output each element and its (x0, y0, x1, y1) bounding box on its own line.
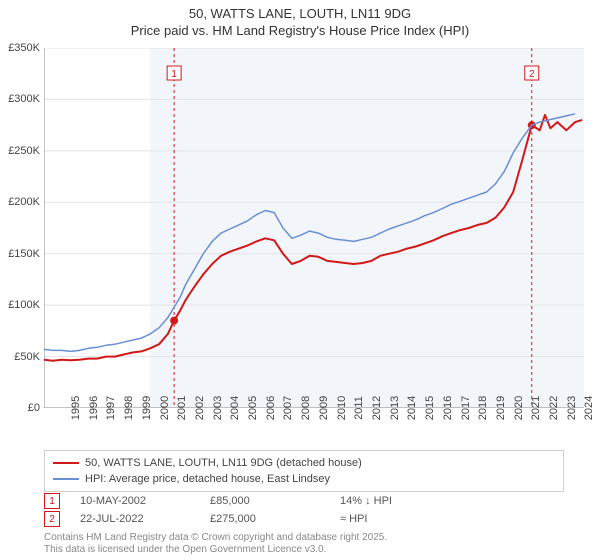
y-tick-label: £50K (14, 351, 44, 363)
y-tick-label: £0 (28, 402, 44, 414)
chart-svg: 12 (44, 48, 584, 408)
legend-swatch-blue (53, 478, 79, 480)
y-tick-label: £150K (8, 248, 44, 260)
legend-row-blue: HPI: Average price, detached house, East… (53, 471, 555, 487)
legend-label-red: 50, WATTS LANE, LOUTH, LN11 9DG (detache… (85, 457, 362, 469)
legend-box: 50, WATTS LANE, LOUTH, LN11 9DG (detache… (44, 450, 564, 492)
legend-label-blue: HPI: Average price, detached house, East… (85, 473, 330, 485)
y-tick-label: £100K (8, 299, 44, 311)
y-tick-label: £250K (8, 145, 44, 157)
svg-text:1: 1 (171, 69, 177, 80)
x-tick-label: 2025 (575, 396, 600, 420)
title-line1: 50, WATTS LANE, LOUTH, LN11 9DG (0, 6, 600, 23)
y-tick-label: £300K (8, 93, 44, 105)
marker-2-price: £275,000 (210, 513, 340, 525)
marker-row-1: 1 10-MAY-2002 £85,000 14% ↓ HPI (44, 492, 564, 510)
chart-area: 12 £0£50K£100K£150K£200K£250K£300K£350K … (44, 48, 584, 408)
y-tick-label: £200K (8, 196, 44, 208)
marker-badge-2: 2 (44, 511, 60, 527)
footer: Contains HM Land Registry data © Crown c… (44, 532, 387, 556)
footer-line2: This data is licensed under the Open Gov… (44, 544, 387, 556)
marker-badge-1: 1 (44, 493, 60, 509)
legend-swatch-red (53, 462, 79, 464)
marker-1-delta: 14% ↓ HPI (340, 495, 470, 507)
legend-row-red: 50, WATTS LANE, LOUTH, LN11 9DG (detache… (53, 455, 555, 471)
marker-row-2: 2 22-JUL-2022 £275,000 ≈ HPI (44, 510, 564, 528)
marker-1-date: 10-MAY-2002 (80, 495, 210, 507)
chart-container: 50, WATTS LANE, LOUTH, LN11 9DG Price pa… (0, 0, 600, 560)
y-tick-label: £350K (8, 42, 44, 54)
title-line2: Price paid vs. HM Land Registry's House … (0, 23, 600, 40)
title-block: 50, WATTS LANE, LOUTH, LN11 9DG Price pa… (0, 0, 600, 40)
marker-2-delta: ≈ HPI (340, 513, 470, 525)
svg-text:2: 2 (529, 69, 535, 80)
marker-2-date: 22-JUL-2022 (80, 513, 210, 525)
marker-1-price: £85,000 (210, 495, 340, 507)
footer-line1: Contains HM Land Registry data © Crown c… (44, 532, 387, 544)
marker-table: 1 10-MAY-2002 £85,000 14% ↓ HPI 2 22-JUL… (44, 492, 564, 528)
